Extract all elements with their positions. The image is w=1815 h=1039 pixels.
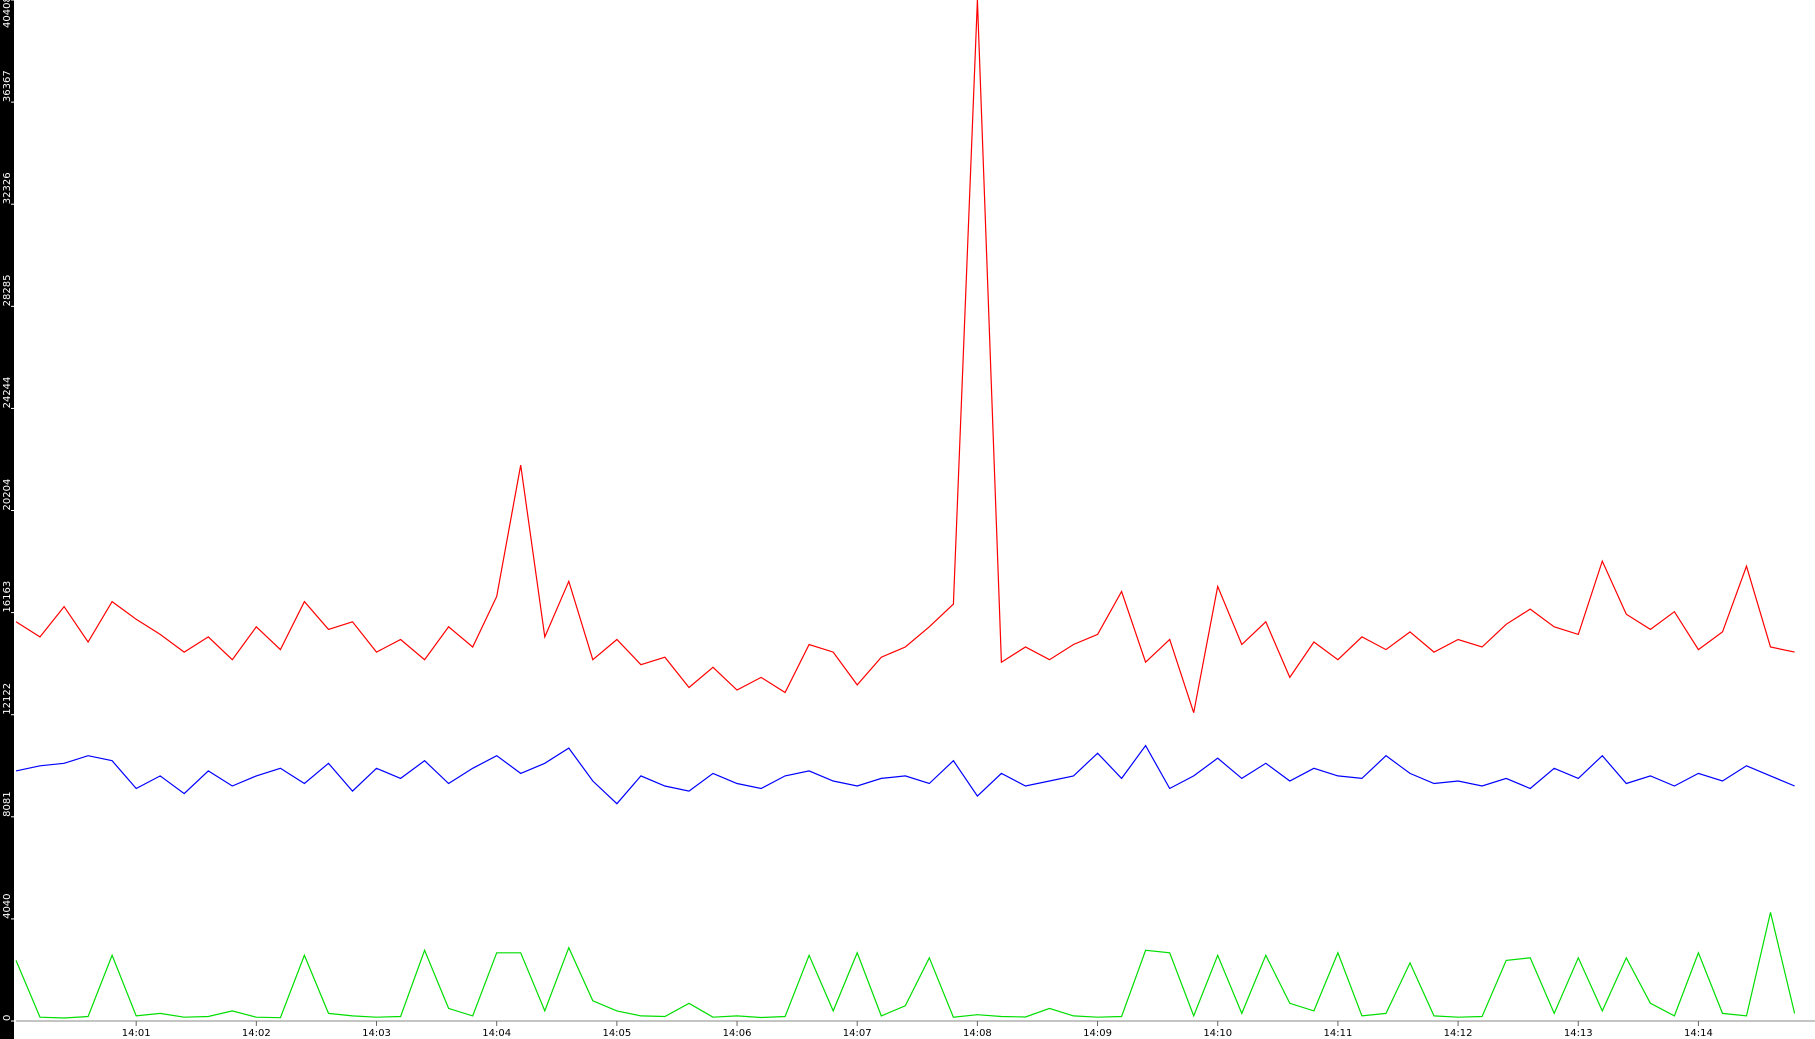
x-tick-label: 14:08 [963,1028,992,1039]
x-tick-label: 14:09 [1083,1028,1112,1039]
y-tick-label: 36367 [2,70,13,102]
y-axis-strip [0,0,14,1039]
x-tick-label: 14:02 [242,1028,271,1039]
x-tick-label: 14:06 [723,1028,752,1039]
x-tick-label: 14:04 [482,1028,511,1039]
y-tick-label: 20204 [2,479,13,511]
x-tick-label: 14:05 [602,1028,631,1039]
x-tick-label: 14:11 [1323,1028,1352,1039]
y-tick-label: 40408 [2,0,13,28]
y-tick-label: 12122 [2,683,13,715]
y-tick-label: 0 [2,1015,13,1021]
y-tick-label: 32326 [2,172,13,204]
series-line [15,744,1795,805]
x-tick-label: 14:03 [362,1028,391,1039]
x-tick-label: 14:07 [843,1028,872,1039]
x-tick-label: 14:12 [1444,1028,1473,1039]
y-tick-label: 8081 [2,791,13,816]
y-tick-label: 16163 [2,581,13,613]
x-tick-label: 14:01 [122,1028,151,1039]
series-line [15,912,1796,1019]
x-tick-label: 14:10 [1203,1028,1232,1039]
y-tick-label: 28285 [2,275,13,307]
x-tick-label: 14:14 [1684,1028,1713,1039]
series-line [15,0,1795,713]
y-tick-label: 24244 [2,377,13,409]
x-tick-label: 14:13 [1564,1028,1593,1039]
y-tick-label: 4040 [2,893,13,918]
